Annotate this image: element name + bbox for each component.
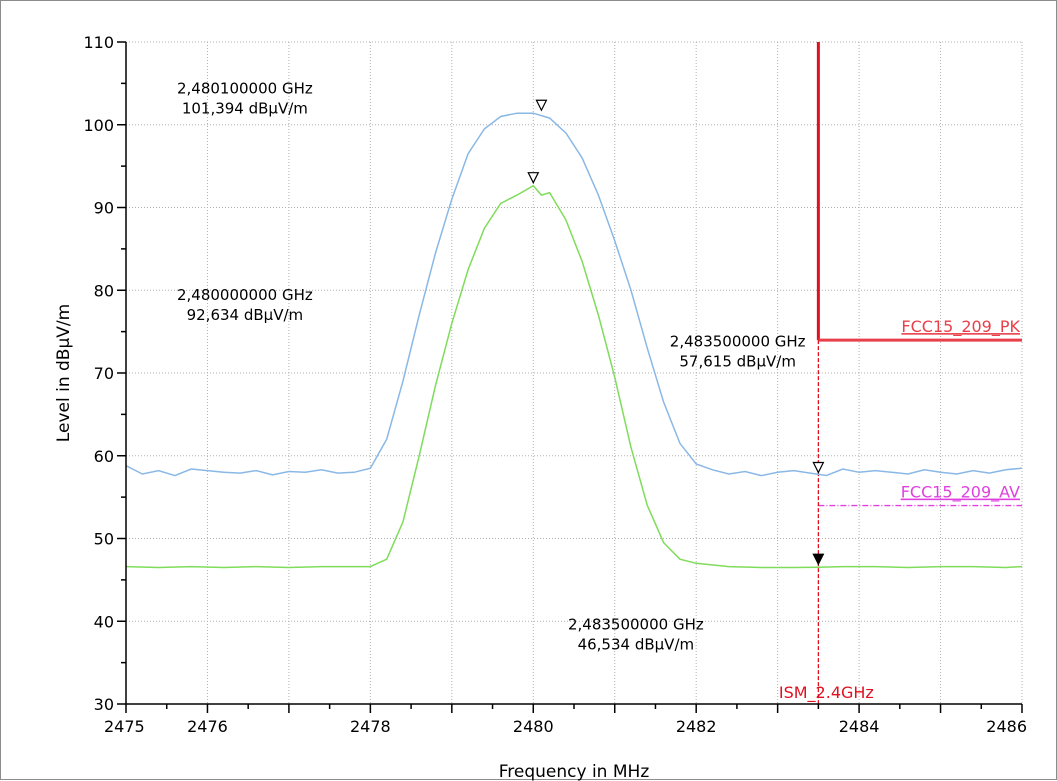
y-tick-label: 110	[83, 33, 114, 52]
pk-limit-label: FCC15_209_PK	[901, 317, 1020, 337]
x-tick-label: 2480	[513, 717, 554, 736]
m1-marker-frequency: 2,480100000 GHz	[177, 79, 313, 97]
m4-marker-level: 46,534 dBµV/m	[578, 636, 695, 654]
limit-lines: FCC15_209_PK FCC15_209_AV ISM_2.4GHz	[779, 42, 1022, 704]
x-tick-label: 2484	[839, 717, 880, 736]
m2-marker-level: 92,634 dBµV/m	[187, 306, 304, 324]
y-tick-label: 50	[94, 530, 114, 549]
x-tick-label: 2486	[986, 717, 1027, 736]
y-tick-label: 80	[94, 281, 114, 300]
y-tick-label: 60	[94, 447, 114, 466]
y-tick-label: 30	[94, 695, 114, 714]
av-limit-label: FCC15_209_AV	[901, 483, 1020, 503]
m3-marker-triangle	[812, 461, 825, 474]
x-tick-label: 2482	[676, 717, 717, 736]
y-tick-label: 70	[94, 364, 114, 383]
peak-trace	[125, 112, 1023, 477]
average-trace	[125, 184, 1023, 569]
m2-marker-frequency: 2,480000000 GHz	[177, 286, 313, 304]
m3-marker-level: 57,615 dBµV/m	[679, 353, 796, 371]
markers: 2,480100000 GHz 101,394 dBµV/m 2,480000000…	[177, 79, 825, 654]
x-tick-label: 2478	[350, 717, 391, 736]
y-tick-label: 90	[94, 199, 114, 218]
x-tick-label: 2475	[104, 717, 145, 736]
traces	[125, 112, 1023, 569]
y-axis-title: Level in dBµV/m	[54, 304, 74, 442]
y-tick-label: 100	[83, 116, 114, 135]
x-axis-title: Frequency in MHz	[499, 762, 650, 781]
y-tick-label: 40	[94, 612, 114, 631]
grid-lines	[126, 41, 1023, 704]
m4-marker-frequency: 2,483500000 GHz	[568, 616, 704, 634]
m1-marker-triangle	[535, 99, 548, 112]
m4-marker-triangle	[812, 553, 825, 566]
x-tick-label: 2476	[187, 717, 228, 736]
m1-marker-level: 101,394 dBµV/m	[182, 99, 308, 117]
m2-marker-triangle	[527, 172, 540, 185]
band-edge-label: ISM_2.4GHz	[779, 683, 874, 703]
axes: 110 100 90 80 70 60 50 40 30 2475 2476 2478 2480 2482…	[83, 33, 1027, 736]
m3-marker-frequency: 2,483500000 GHz	[670, 333, 806, 351]
